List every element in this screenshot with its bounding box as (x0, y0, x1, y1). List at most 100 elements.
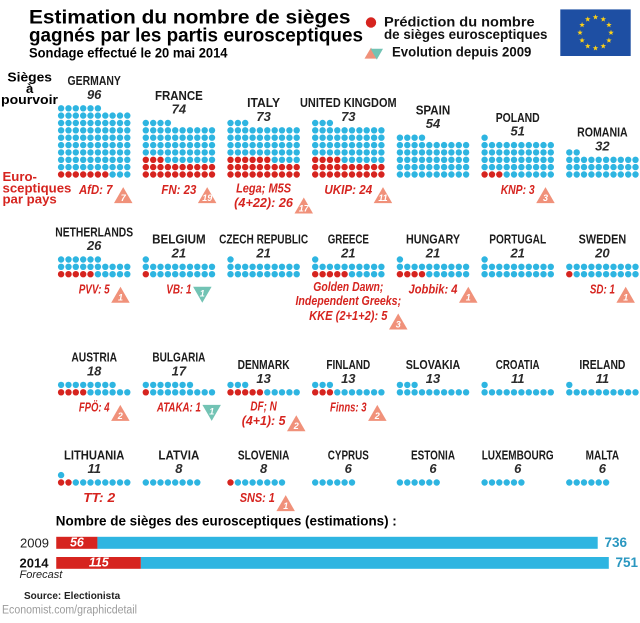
svg-text:Source: Electionista: Source: Electionista (24, 591, 121, 602)
svg-text:6: 6 (345, 461, 353, 476)
svg-text:18: 18 (87, 363, 102, 378)
svg-text:11: 11 (596, 371, 610, 386)
svg-text:32: 32 (595, 138, 610, 153)
svg-text:BULGARIA: BULGARIA (152, 351, 205, 365)
svg-text:LUXEMBOURG: LUXEMBOURG (482, 448, 554, 462)
svg-text:sceptiques: sceptiques (3, 180, 72, 195)
svg-text:UKIP: 24: UKIP: 24 (324, 183, 372, 197)
svg-text:(4+1): 5: (4+1): 5 (242, 414, 287, 428)
svg-text:21: 21 (340, 245, 355, 260)
svg-text:56: 56 (70, 536, 85, 550)
svg-text:AUSTRIA: AUSTRIA (71, 351, 117, 365)
svg-text:Euro-: Euro- (3, 169, 37, 184)
svg-text:ESTONIA: ESTONIA (411, 448, 455, 462)
svg-text:736: 736 (605, 535, 628, 550)
svg-text:ROMANIA: ROMANIA (577, 126, 628, 140)
svg-text:20: 20 (594, 245, 610, 260)
svg-text:SD: 1: SD: 1 (590, 283, 615, 297)
svg-text:1: 1 (283, 501, 288, 511)
svg-text:7: 7 (121, 193, 127, 203)
svg-text:73: 73 (256, 109, 271, 124)
svg-text:Nombre de sièges des euroscept: Nombre de sièges des eurosceptiques (est… (56, 514, 397, 529)
svg-text:96: 96 (87, 87, 102, 102)
svg-text:Prédiction du nombre: Prédiction du nombre (384, 15, 535, 30)
svg-text:à: à (26, 81, 34, 96)
svg-text:74: 74 (172, 102, 187, 117)
svg-text:pourvoir: pourvoir (1, 92, 58, 107)
svg-text:11: 11 (511, 371, 525, 386)
svg-text:LATVIA: LATVIA (158, 448, 199, 462)
svg-text:Evolution depuis 2009: Evolution depuis 2009 (392, 45, 531, 60)
svg-text:Sièges: Sièges (7, 70, 51, 85)
svg-text:TT: 2: TT: 2 (83, 491, 115, 505)
svg-text:CYPRUS: CYPRUS (328, 448, 369, 462)
svg-text:FRANCE: FRANCE (155, 89, 203, 103)
svg-text:KNP: 3: KNP: 3 (501, 183, 535, 197)
svg-text:FPÖ: 4: FPÖ: 4 (79, 400, 110, 415)
svg-text:1: 1 (200, 288, 205, 298)
svg-text:11: 11 (87, 461, 101, 476)
svg-text:2009: 2009 (20, 535, 49, 550)
svg-text:1: 1 (209, 407, 214, 417)
svg-text:2014: 2014 (20, 555, 50, 570)
svg-text:gagnés par les partis euroscep: gagnés par les partis eurosceptiques (29, 24, 363, 46)
svg-text:13: 13 (341, 371, 356, 386)
svg-text:GERMANY: GERMANY (68, 74, 122, 88)
svg-text:GREECE: GREECE (328, 233, 369, 247)
svg-text:MALTA: MALTA (586, 448, 620, 462)
svg-text:FN: 23: FN: 23 (161, 183, 196, 197)
svg-text:Estimation du nombre de sièges: Estimation du nombre de sièges (29, 7, 351, 29)
svg-text:13: 13 (426, 371, 441, 386)
svg-text:21: 21 (425, 245, 440, 260)
svg-text:SLOVENIA: SLOVENIA (238, 448, 290, 462)
svg-text:26: 26 (86, 238, 102, 253)
svg-text:PORTUGAL: PORTUGAL (489, 233, 546, 247)
svg-text:11: 11 (378, 193, 387, 203)
svg-text:CZECH REPUBLIC: CZECH REPUBLIC (219, 233, 308, 247)
svg-text:8: 8 (175, 461, 183, 476)
svg-text:AfD: 7: AfD: 7 (78, 183, 113, 197)
svg-text:DF; N: DF; N (250, 400, 277, 414)
svg-text:2: 2 (117, 411, 123, 421)
svg-text:DENMARK: DENMARK (238, 358, 290, 372)
svg-text:115: 115 (89, 556, 110, 570)
svg-text:CROATIA: CROATIA (496, 358, 540, 372)
svg-text:UNITED KINGDOM: UNITED KINGDOM (300, 96, 397, 110)
svg-text:POLAND: POLAND (496, 111, 540, 125)
svg-text:Jobbik: 4: Jobbik: 4 (409, 283, 458, 297)
svg-text:ITALY: ITALY (247, 96, 281, 110)
svg-text:13: 13 (256, 371, 271, 386)
svg-text:54: 54 (426, 116, 441, 131)
svg-text:NETHERLANDS: NETHERLANDS (55, 225, 133, 239)
svg-text:Independent Greeks;: Independent Greeks; (295, 294, 401, 308)
svg-text:8: 8 (260, 461, 268, 476)
svg-text:SWEDEN: SWEDEN (579, 233, 627, 247)
svg-text:KKE (2+1+2): 5: KKE (2+1+2): 5 (309, 309, 388, 323)
svg-text:SLOVAKIA: SLOVAKIA (406, 358, 461, 372)
svg-text:Forecast: Forecast (20, 569, 64, 581)
svg-text:1: 1 (118, 293, 123, 303)
svg-text:21: 21 (509, 245, 524, 260)
svg-text:(4+22): 26: (4+22): 26 (234, 196, 294, 210)
svg-text:FINLAND: FINLAND (326, 358, 370, 372)
svg-text:6: 6 (429, 461, 437, 476)
svg-text:73: 73 (341, 109, 356, 124)
svg-text:HUNGARY: HUNGARY (406, 233, 461, 247)
svg-text:3: 3 (543, 193, 548, 203)
svg-text:2: 2 (293, 421, 299, 431)
svg-text:3: 3 (396, 319, 401, 329)
svg-text:1: 1 (623, 293, 628, 303)
svg-text:Lega; M5S: Lega; M5S (236, 182, 292, 196)
svg-text:19: 19 (202, 193, 212, 203)
svg-text:6: 6 (514, 461, 522, 476)
svg-text:ATAKA: 1: ATAKA: 1 (156, 401, 201, 415)
svg-text:17: 17 (299, 203, 310, 213)
svg-text:Finns: 3: Finns: 3 (330, 401, 367, 415)
svg-text:6: 6 (599, 461, 607, 476)
svg-text:de sièges eurosceptiques: de sièges eurosceptiques (384, 27, 548, 42)
svg-text:par pays: par pays (3, 192, 57, 207)
svg-text:51: 51 (510, 124, 524, 139)
svg-text:Sondage effectué le 20 mai 201: Sondage effectué le 20 mai 2014 (29, 44, 228, 60)
svg-text:21: 21 (171, 245, 186, 260)
svg-text:Golden Dawn;: Golden Dawn; (313, 280, 383, 294)
